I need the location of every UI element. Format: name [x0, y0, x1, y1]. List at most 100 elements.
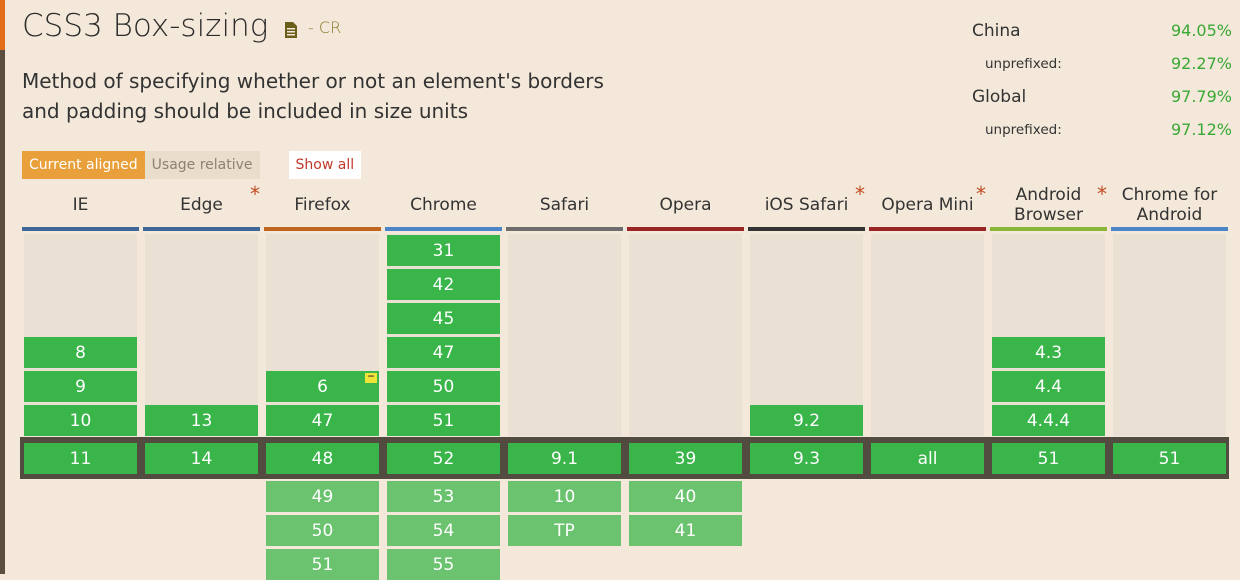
usage-stats: China 94.05% unprefixed: 92.27% Global 9… — [972, 14, 1232, 146]
browser-color-bar — [748, 227, 865, 231]
global-label: Global — [972, 86, 1027, 107]
browser-header[interactable]: Edge * — [143, 184, 260, 226]
current-version-cell[interactable]: 9.3 — [750, 443, 863, 474]
current-version-cell[interactable]: 11 — [24, 443, 137, 474]
future-version-cell[interactable]: 49 — [266, 481, 379, 512]
browser-name: Edge — [180, 195, 223, 215]
document-icon[interactable] — [284, 10, 298, 46]
browser-name: IE — [72, 195, 89, 215]
future-version-cell[interactable]: TP — [508, 515, 621, 546]
browser-header[interactable]: Safari — [506, 184, 623, 226]
version-cell[interactable]: 9.2 — [750, 405, 863, 436]
global-unprefixed-label: unprefixed: — [985, 121, 1062, 138]
version-cell[interactable]: 31 — [387, 235, 500, 266]
current-version-cell[interactable]: 14 — [145, 443, 258, 474]
current-version-cell[interactable]: 39 — [629, 443, 742, 474]
browser-color-bar — [506, 227, 623, 231]
region-unprefixed-row: unprefixed: 92.27% — [972, 47, 1232, 80]
browser-header[interactable]: Opera — [627, 184, 744, 226]
browser-name: Chrome for Android — [1121, 185, 1218, 225]
show-all-button[interactable]: Show all — [288, 151, 362, 179]
future-version-cell[interactable]: 50 — [266, 515, 379, 546]
region-unprefixed-label: unprefixed: — [985, 55, 1062, 72]
past-versions-area — [1113, 234, 1226, 436]
browser-header[interactable]: Firefox — [264, 184, 381, 226]
current-version-cell[interactable]: 51 — [992, 443, 1105, 474]
region-usage-row: China 94.05% — [972, 14, 1232, 47]
browser-name: Android Browser — [1014, 185, 1083, 225]
view-toggle: Current aligned Usage relative Show all — [22, 151, 362, 179]
region-usage-value: 94.05% — [1170, 21, 1232, 40]
browser-header[interactable]: Chrome for Android — [1111, 184, 1228, 226]
version-cell[interactable]: 8 — [24, 337, 137, 368]
asterisk-icon: * — [250, 182, 260, 206]
current-version-cell[interactable]: 48 — [266, 443, 379, 474]
browser-name: iOS Safari — [764, 195, 849, 215]
future-version-cell[interactable]: 55 — [387, 549, 500, 580]
past-versions-area — [145, 234, 258, 436]
current-aligned-button[interactable]: Current aligned — [22, 151, 145, 179]
current-version-cell[interactable]: all — [871, 443, 984, 474]
browser-color-bar — [264, 227, 381, 231]
usage-relative-button[interactable]: Usage relative — [144, 151, 260, 179]
browser-color-bar — [1111, 227, 1228, 231]
global-unprefixed-value: 97.12% — [1170, 120, 1232, 139]
browser-color-bar — [869, 227, 986, 231]
note-icon[interactable]: − — [365, 373, 377, 383]
version-cell[interactable]: 50 — [387, 371, 500, 402]
browser-color-bar — [385, 227, 502, 231]
browser-header[interactable]: Android Browser * — [990, 184, 1107, 226]
past-versions-area — [750, 234, 863, 436]
browser-color-bar — [22, 227, 139, 231]
version-cell[interactable]: 4.4.4 — [992, 405, 1105, 436]
browser-header[interactable]: IE — [22, 184, 139, 226]
global-usage-value: 97.79% — [1170, 87, 1232, 106]
version-cell[interactable]: 51 — [387, 405, 500, 436]
past-versions-area — [871, 234, 984, 436]
version-cell[interactable]: 42 — [387, 269, 500, 300]
browser-header[interactable]: iOS Safari * — [748, 184, 865, 226]
feature-title: CSS3 Box-sizing — [22, 8, 269, 44]
browser-name: Safari — [539, 195, 590, 215]
browser-name: Chrome — [410, 195, 477, 215]
future-version-cell[interactable]: 53 — [387, 481, 500, 512]
past-versions-area — [508, 234, 621, 436]
future-version-cell[interactable]: 41 — [629, 515, 742, 546]
version-cell[interactable]: 4.3 — [992, 337, 1105, 368]
future-version-cell[interactable]: 40 — [629, 481, 742, 512]
asterisk-icon: * — [976, 182, 986, 206]
version-cell[interactable]: 6− — [266, 371, 379, 402]
past-versions-area — [992, 234, 1105, 436]
feature-description: Method of specifying whether or not an e… — [22, 69, 604, 123]
version-cell[interactable]: 47 — [387, 337, 500, 368]
version-cell[interactable]: 4.4 — [992, 371, 1105, 402]
side-edge — [0, 50, 5, 574]
browser-name: Firefox — [294, 195, 351, 215]
version-cell[interactable]: 47 — [266, 405, 379, 436]
browser-color-bar — [627, 227, 744, 231]
current-version-cell[interactable]: 51 — [1113, 443, 1226, 474]
accent-edge — [0, 0, 5, 50]
version-cell[interactable]: 9 — [24, 371, 137, 402]
browser-header[interactable]: Opera Mini * — [869, 184, 986, 226]
browser-header[interactable]: Chrome — [385, 184, 502, 226]
future-version-cell[interactable]: 51 — [266, 549, 379, 580]
asterisk-icon: * — [1097, 182, 1107, 206]
global-unprefixed-row: unprefixed: 97.12% — [972, 113, 1232, 146]
feature-title-block: CSS3 Box-sizing - CR — [22, 8, 341, 46]
region-unprefixed-value: 92.27% — [1170, 54, 1232, 73]
asterisk-icon: * — [855, 182, 865, 206]
past-versions-area — [266, 234, 379, 436]
browser-color-bar — [990, 227, 1107, 231]
browser-name: Opera — [659, 195, 712, 215]
version-cell[interactable]: 13 — [145, 405, 258, 436]
version-cell[interactable]: 45 — [387, 303, 500, 334]
region-label[interactable]: China — [972, 20, 1021, 41]
current-version-cell[interactable]: 52 — [387, 443, 500, 474]
past-versions-area — [24, 234, 137, 436]
future-version-cell[interactable]: 54 — [387, 515, 500, 546]
version-cell[interactable]: 10 — [24, 405, 137, 436]
future-version-cell[interactable]: 10 — [508, 481, 621, 512]
current-version-cell[interactable]: 9.1 — [508, 443, 621, 474]
spec-status[interactable]: - CR — [308, 18, 342, 37]
